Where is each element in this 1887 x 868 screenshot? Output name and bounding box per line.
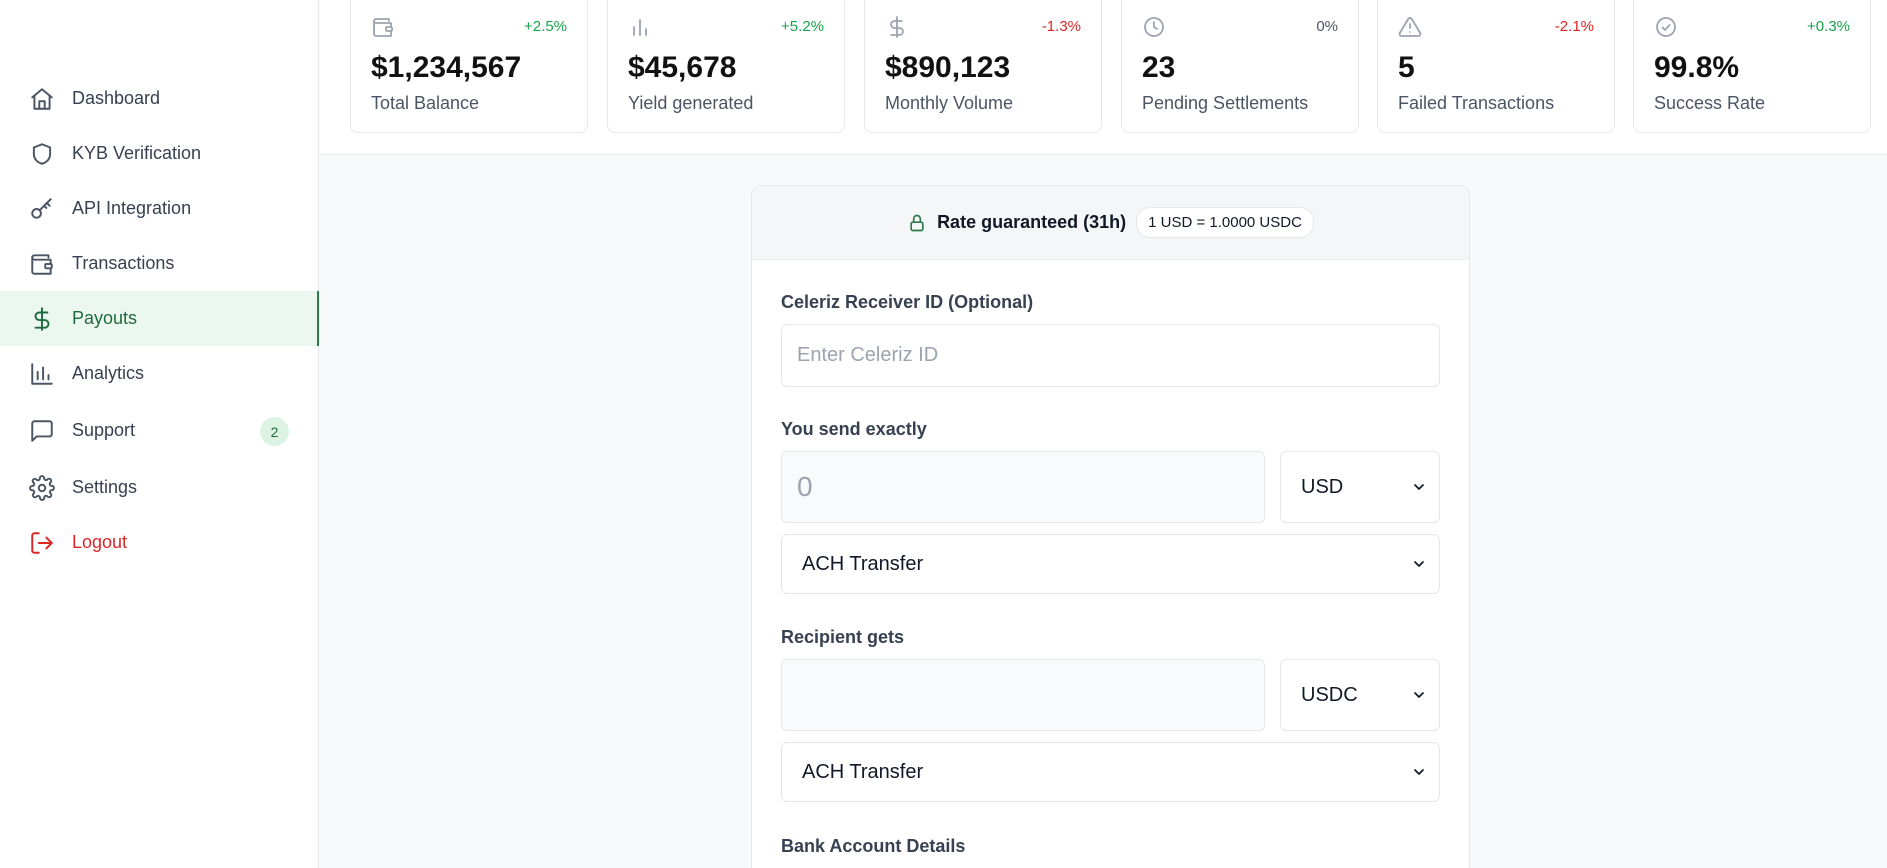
stat-label: Monthly Volume (885, 93, 1014, 113)
stat-label: Pending Settlements (1142, 93, 1309, 113)
chevron-down-icon (1411, 556, 1427, 572)
support-count-badge: 2 (260, 417, 289, 446)
dollar-icon (885, 15, 909, 39)
stat-card-yield-generated: +5.2% $45,678 Yield generated (607, 0, 845, 133)
sidebar-item-label: Settings (72, 477, 138, 497)
sidebar-item-label: Transactions (72, 253, 175, 273)
sidebar-item-label: API Integration (72, 198, 192, 218)
warning-icon (1398, 15, 1422, 39)
receive-method-select[interactable]: ACH Transfer (781, 742, 1440, 802)
sidebar-item-label: Payouts (72, 308, 138, 328)
stat-value: 23 (1142, 51, 1176, 84)
send-amount-input[interactable] (781, 451, 1265, 523)
recipient-amount-input[interactable] (781, 659, 1265, 731)
bar-chart-icon (29, 361, 55, 387)
stats-bar: +2.5% $1,234,567 Total Balance +5.2% $45… (320, 0, 1887, 155)
receive-method-value: ACH Transfer (802, 760, 924, 783)
send-currency-value: USD (1301, 475, 1344, 498)
sidebar-item-analytics[interactable]: Analytics (0, 346, 319, 401)
sidebar-item-label: Analytics (72, 363, 145, 383)
stat-card-success-rate: +0.3% 99.8% Success Rate (1633, 0, 1871, 133)
wallet-icon (371, 15, 395, 39)
chevron-down-icon (1411, 764, 1427, 780)
chevron-down-icon (1411, 479, 1427, 495)
stat-label: Total Balance (371, 93, 480, 113)
send-amount-label: You send exactly (781, 419, 927, 439)
lock-icon (907, 213, 927, 233)
key-icon (29, 196, 55, 222)
rate-guarantee-title: Rate guaranteed (31h) (937, 212, 1127, 232)
send-method-value: ACH Transfer (802, 552, 924, 575)
sidebar-item-settings[interactable]: Settings (0, 460, 319, 515)
sidebar-item-api-integration[interactable]: API Integration (0, 181, 319, 236)
stat-value: $45,678 (628, 51, 737, 84)
receive-currency-select[interactable]: USDC (1280, 659, 1440, 731)
clock-icon (1142, 15, 1166, 39)
stat-value: $890,123 (885, 51, 1011, 84)
home-icon (29, 86, 55, 112)
stat-change: 0% (1316, 18, 1338, 35)
payout-form: Rate guaranteed (31h) 1 USD = 1.0000 USD… (751, 185, 1470, 868)
sidebar-item-label: KYB Verification (72, 143, 202, 163)
sidebar-item-label: Logout (72, 532, 128, 552)
stat-card-monthly-volume: -1.3% $890,123 Monthly Volume (864, 0, 1102, 133)
bank-details-label: Bank Account Details (781, 836, 966, 856)
stat-card-failed-transactions: -2.1% 5 Failed Transactions (1377, 0, 1615, 133)
bar-chart-icon (628, 15, 652, 39)
sidebar-item-dashboard[interactable]: Dashboard (0, 71, 319, 126)
sidebar-item-transactions[interactable]: Transactions (0, 236, 319, 291)
wallet-icon (29, 251, 55, 277)
logout-icon (29, 530, 55, 556)
shield-icon (29, 141, 55, 167)
receiver-id-input[interactable] (781, 324, 1440, 387)
stat-change: +0.3% (1807, 18, 1850, 35)
stat-card-total-balance: +2.5% $1,234,567 Total Balance (350, 0, 588, 133)
stat-card-pending-settlements: 0% 23 Pending Settlements (1121, 0, 1359, 133)
sidebar: Dashboard KYB Verification API Integrati… (0, 0, 319, 868)
recipient-gets-label: Recipient gets (781, 627, 905, 647)
gear-icon (29, 474, 55, 501)
stat-label: Failed Transactions (1398, 93, 1555, 113)
rate-guarantee-header: Rate guaranteed (31h) 1 USD = 1.0000 USD… (752, 186, 1469, 260)
message-icon (29, 418, 55, 444)
receiver-id-label: Celeriz Receiver ID (Optional) (781, 292, 1034, 312)
stat-value: 99.8% (1654, 51, 1740, 84)
stat-label: Yield generated (628, 93, 754, 113)
receive-currency-value: USDC (1301, 683, 1358, 706)
stat-change: -1.3% (1041, 18, 1081, 35)
sidebar-item-support[interactable]: Support 2 (0, 403, 319, 458)
send-currency-select[interactable]: USD (1280, 451, 1440, 523)
stat-change: -2.1% (1554, 18, 1594, 35)
sidebar-item-label: Support (72, 420, 136, 440)
chevron-down-icon (1411, 687, 1427, 703)
sidebar-item-logout[interactable]: Logout (0, 515, 319, 570)
stat-value: 5 (1398, 51, 1415, 84)
exchange-rate-badge: 1 USD = 1.0000 USDC (1136, 207, 1314, 238)
sidebar-item-payouts[interactable]: Payouts (0, 291, 319, 346)
stat-change: +2.5% (524, 18, 567, 35)
check-circle-icon (1654, 15, 1678, 39)
sidebar-item-label: Dashboard (72, 88, 161, 108)
stat-change: +5.2% (781, 18, 824, 35)
stat-value: $1,234,567 (371, 51, 522, 84)
dollar-icon (29, 306, 55, 332)
sidebar-item-kyb-verification[interactable]: KYB Verification (0, 126, 319, 181)
send-method-select[interactable]: ACH Transfer (781, 534, 1440, 594)
stat-label: Success Rate (1654, 93, 1766, 113)
